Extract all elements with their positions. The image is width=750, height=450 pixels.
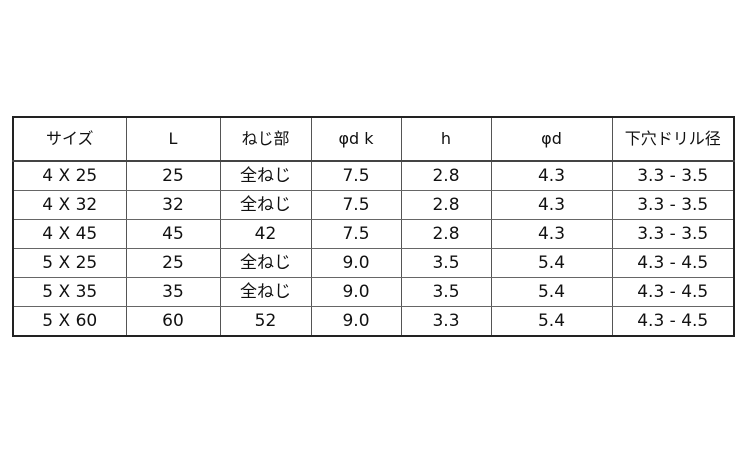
cell-shank-diameter: 4.3	[490, 190, 613, 220]
cell-pilot-drill: 3.3 - 3.5	[611, 160, 735, 191]
header-length: L	[125, 116, 221, 162]
cell-pilot-drill: 4.3 - 4.5	[611, 277, 735, 307]
cell-pilot-drill: 4.3 - 4.5	[611, 306, 735, 337]
cell-size: 5 X 60	[12, 306, 127, 337]
table-row: 4 X 32 32 全ねじ 7.5 2.8 4.3 3.3 - 3.5	[12, 190, 735, 220]
cell-shank-diameter: 5.4	[490, 248, 613, 278]
table-row: 5 X 35 35 全ねじ 9.0 3.5 5.4 4.3 - 4.5	[12, 277, 735, 307]
cell-shank-diameter: 4.3	[490, 219, 613, 249]
cell-thread: 全ねじ	[219, 190, 312, 220]
header-size: サイズ	[12, 116, 127, 162]
cell-pilot-drill: 3.3 - 3.5	[611, 219, 735, 249]
cell-head-height: 3.3	[400, 306, 492, 337]
header-row: サイズ L ねじ部 φd k h φd 下穴ドリル径	[12, 116, 735, 162]
cell-shank-diameter: 4.3	[490, 160, 613, 191]
cell-length: 25	[125, 160, 221, 191]
cell-shank-diameter: 5.4	[490, 306, 613, 337]
cell-size: 5 X 35	[12, 277, 127, 307]
table-row: 5 X 60 60 52 9.0 3.3 5.4 4.3 - 4.5	[12, 306, 735, 337]
cell-length: 32	[125, 190, 221, 220]
cell-size: 4 X 32	[12, 190, 127, 220]
cell-thread: 全ねじ	[219, 277, 312, 307]
cell-head-height: 2.8	[400, 190, 492, 220]
table-row: 4 X 25 25 全ねじ 7.5 2.8 4.3 3.3 - 3.5	[12, 160, 735, 191]
cell-pilot-drill: 4.3 - 4.5	[611, 248, 735, 278]
cell-head-height: 2.8	[400, 219, 492, 249]
table-row: 5 X 25 25 全ねじ 9.0 3.5 5.4 4.3 - 4.5	[12, 248, 735, 278]
cell-head-height: 3.5	[400, 248, 492, 278]
cell-thread: 42	[219, 219, 312, 249]
cell-head-height: 2.8	[400, 160, 492, 191]
cell-length: 45	[125, 219, 221, 249]
cell-length: 60	[125, 306, 221, 337]
cell-length: 25	[125, 248, 221, 278]
cell-size: 4 X 45	[12, 219, 127, 249]
cell-head-diameter: 9.0	[310, 306, 402, 337]
header-pilot-drill: 下穴ドリル径	[611, 116, 735, 162]
cell-head-height: 3.5	[400, 277, 492, 307]
header-head-diameter: φd k	[310, 116, 402, 162]
cell-head-diameter: 9.0	[310, 248, 402, 278]
cell-pilot-drill: 3.3 - 3.5	[611, 190, 735, 220]
header-shank-diameter: φd	[490, 116, 613, 162]
spec-table: サイズ L ねじ部 φd k h φd 下穴ドリル径 4 X 25 25 全ねじ 7.5 2.8 4.…	[12, 116, 735, 337]
cell-head-diameter: 7.5	[310, 219, 402, 249]
header-thread: ねじ部	[219, 116, 312, 162]
cell-size: 4 X 25	[12, 160, 127, 191]
cell-head-diameter: 7.5	[310, 190, 402, 220]
header-head-height: h	[400, 116, 492, 162]
cell-head-diameter: 9.0	[310, 277, 402, 307]
cell-length: 35	[125, 277, 221, 307]
cell-thread: 52	[219, 306, 312, 337]
cell-size: 5 X 25	[12, 248, 127, 278]
cell-thread: 全ねじ	[219, 160, 312, 191]
table-row: 4 X 45 45 42 7.5 2.8 4.3 3.3 - 3.5	[12, 219, 735, 249]
cell-head-diameter: 7.5	[310, 160, 402, 191]
cell-thread: 全ねじ	[219, 248, 312, 278]
cell-shank-diameter: 5.4	[490, 277, 613, 307]
